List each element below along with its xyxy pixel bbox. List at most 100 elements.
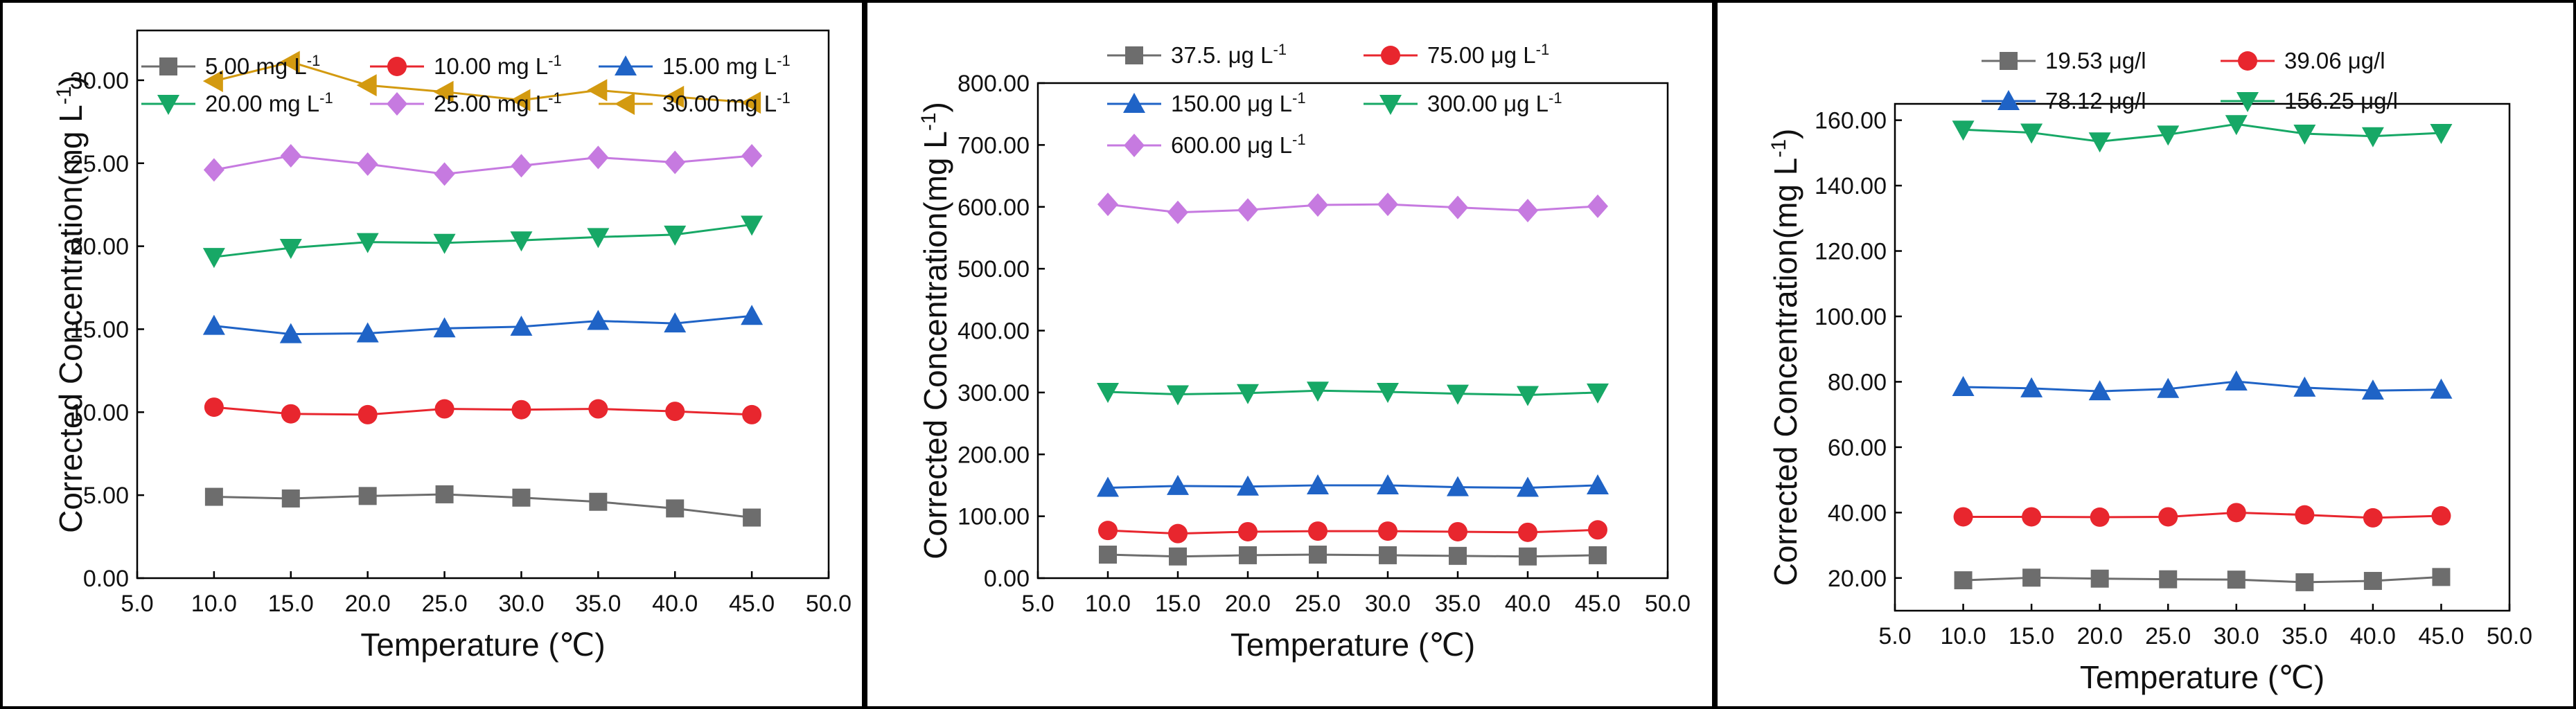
y-axis-title: Corrected Concentration(mg L-1)	[53, 75, 89, 533]
x-tick-label: 25.0	[1295, 591, 1341, 617]
data-point	[202, 70, 223, 93]
series-line	[1963, 511, 2442, 519]
legend-item: 156.25 μg/l	[2221, 88, 2398, 114]
data-point	[203, 158, 224, 182]
data-point	[2430, 124, 2453, 145]
legend-marker	[1997, 90, 2020, 110]
data-point	[743, 508, 761, 527]
x-tick-label: 5.0	[1878, 623, 1911, 649]
data-point	[589, 492, 608, 511]
data-point	[1952, 120, 1975, 141]
y-tick-label: 400.00	[958, 318, 1030, 345]
data-point	[2431, 506, 2451, 526]
data-point	[2363, 572, 2382, 591]
x-tick-label: 45.0	[729, 591, 775, 617]
data-point	[204, 397, 224, 418]
data-point	[2226, 503, 2246, 523]
y-axis-title: Corrected Concentration(mg L-1)	[917, 102, 954, 559]
legend-item: 300.00 μg L-1	[1364, 89, 1562, 116]
data-point	[1448, 521, 1467, 541]
legend-marker	[1381, 46, 1400, 65]
data-point	[2088, 380, 2111, 401]
legend-item: 10.00 mg L-1	[370, 52, 562, 80]
data-point	[664, 225, 687, 246]
data-point	[1517, 386, 1539, 406]
data-point	[741, 143, 763, 168]
x-tick-label: 35.0	[575, 591, 621, 617]
y-tick-label: 160.00	[1815, 108, 1887, 134]
x-tick-label: 50.0	[2487, 623, 2532, 649]
data-point	[2225, 115, 2248, 136]
y-tick-label: 5.00	[83, 483, 129, 509]
data-point	[1237, 384, 1259, 404]
data-point	[358, 487, 377, 505]
chart-svg: 5.0 10.0 15.0 20.0 25.0 30.0 35.0 40.0 45.0 50.0 2…	[1715, 0, 2576, 709]
series-line	[1107, 528, 1598, 535]
series-group	[1097, 192, 1609, 566]
data-point	[1097, 476, 1119, 497]
plot-area-frame	[136, 29, 830, 580]
data-point	[1239, 546, 1257, 564]
panel-border	[1715, 0, 2576, 709]
chart-svg: 5.0 10.0 15.0 20.0 25.0 30.0 35.0 40.0 45.0 50.0 0…	[0, 0, 865, 709]
data-point	[741, 215, 764, 236]
legend-label: 10.00 mg L-1	[434, 52, 562, 80]
y-tick-label: 20.00	[1828, 566, 1887, 592]
data-point	[1588, 520, 1607, 540]
x-tick-label: 25.0	[2145, 623, 2191, 649]
x-axis: 5.0 10.0 15.0 20.0 25.0 30.0 35.0 40.0 45.0 50.0	[1021, 571, 1691, 617]
legend-marker	[1123, 93, 1145, 113]
y-tick-label: 25.00	[70, 151, 129, 177]
x-tick-label: 45.0	[2418, 623, 2464, 649]
x-tick-label: 20.0	[345, 591, 391, 617]
data-point	[204, 487, 223, 506]
data-point	[588, 145, 609, 170]
legend-item: 37.5. μg L-1	[1107, 41, 1287, 68]
data-point	[2158, 507, 2178, 527]
x-tick-label: 35.0	[2282, 623, 2327, 649]
legend-marker	[2238, 51, 2257, 71]
y-tick-label: 10.00	[70, 400, 129, 426]
data-point	[664, 150, 686, 174]
data-point	[1447, 476, 1469, 496]
y-tick-label: 140.00	[1815, 173, 1887, 199]
legend-marker	[615, 93, 635, 115]
data-point	[1167, 200, 1188, 224]
data-point	[1447, 384, 1469, 405]
data-point	[1377, 382, 1399, 403]
x-tick-label: 10.0	[1085, 591, 1131, 617]
x-tick-label: 30.0	[2214, 623, 2259, 649]
y-axis: 20.00 40.00 60.00 80.00 100.00 120.00 140.00 16…	[1815, 108, 1902, 592]
data-point	[2022, 507, 2042, 527]
series-line	[1963, 380, 2442, 393]
x-tick-label: 40.0	[2350, 623, 2396, 649]
legend-item: 30.00 mg L-1	[599, 89, 791, 116]
data-point	[1379, 546, 1397, 564]
series-group	[202, 51, 764, 527]
data-point	[1169, 547, 1187, 566]
data-point	[433, 80, 454, 103]
data-point	[1952, 375, 1975, 396]
legend-label: 150.00 μg L-1	[1171, 89, 1306, 117]
data-point	[1377, 192, 1398, 217]
data-point	[435, 485, 454, 503]
data-point	[666, 499, 685, 518]
data-point	[1587, 474, 1609, 494]
series-line	[1963, 575, 2442, 584]
x-tick-label: 5.0	[1021, 591, 1054, 617]
legend-marker	[1125, 46, 1143, 64]
data-point	[1517, 199, 1538, 223]
legend-item: 5.00 mg L-1	[141, 52, 320, 79]
legend-label: 75.00 μg L-1	[1427, 41, 1549, 69]
panel-border	[0, 0, 865, 709]
data-point	[2157, 377, 2180, 398]
x-tick-label: 5.0	[121, 591, 153, 617]
data-point	[2361, 127, 2384, 147]
data-point	[1167, 385, 1189, 406]
chart-panel-left: 5.0 10.0 15.0 20.0 25.0 30.0 35.0 40.0 45.0 50.0 0…	[0, 0, 865, 709]
data-point	[433, 317, 456, 338]
legend-item: 15.00 mg L-1	[599, 52, 791, 79]
legend-marker	[387, 92, 407, 116]
data-point	[1099, 546, 1117, 564]
series-line	[1107, 203, 1598, 214]
